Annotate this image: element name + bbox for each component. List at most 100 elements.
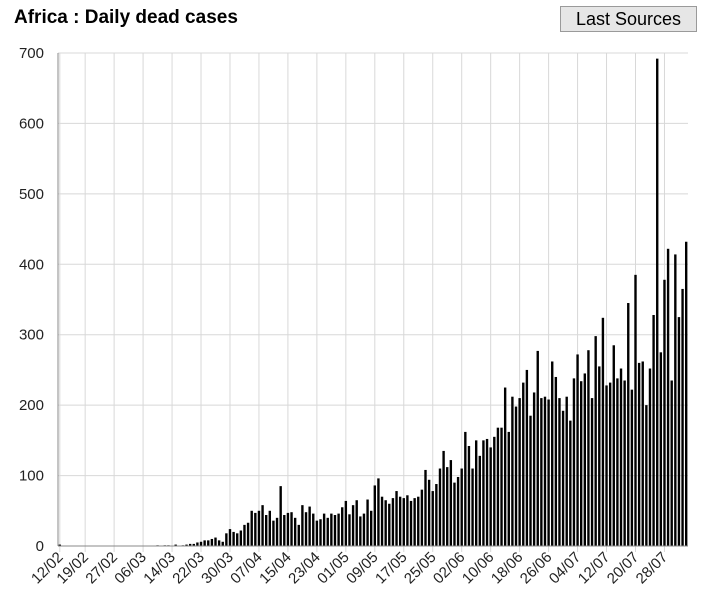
x-tick-label: 14/03 <box>140 549 179 588</box>
bar <box>250 510 253 546</box>
bar <box>217 540 221 546</box>
x-axis: 12/0219/0227/0206/0314/0322/0330/0307/04… <box>28 545 688 588</box>
bar <box>207 540 210 546</box>
bar <box>594 336 597 546</box>
bar <box>351 505 355 546</box>
bar <box>431 491 434 546</box>
bar <box>380 496 384 546</box>
bar <box>435 484 438 546</box>
bar <box>417 496 420 546</box>
x-tick-label: 17/05 <box>372 549 411 588</box>
x-tick-label: 06/03 <box>111 549 150 588</box>
x-tick-label: 23/04 <box>285 549 324 588</box>
y-tick-label: 500 <box>19 186 44 203</box>
bar <box>641 361 644 546</box>
bar <box>333 515 337 546</box>
bar <box>199 541 203 546</box>
bar <box>438 468 442 546</box>
x-tick-label: 30/03 <box>198 549 237 588</box>
bar <box>174 544 177 546</box>
y-axis: 0 100 200 300 400 500 600 700 <box>19 45 59 555</box>
x-tick-label: 20/07 <box>604 549 643 588</box>
bar <box>518 398 521 546</box>
x-tick-label: 18/06 <box>488 549 527 588</box>
bar <box>196 542 199 546</box>
bar <box>587 350 590 546</box>
bar <box>312 513 315 546</box>
bar <box>409 500 413 546</box>
bar <box>565 396 568 546</box>
x-tick-label: 15/04 <box>256 549 295 588</box>
bar <box>619 368 623 546</box>
bar <box>456 476 460 546</box>
y-tick-label: 700 <box>19 45 44 62</box>
x-tick-label: 10/06 <box>459 549 498 588</box>
y-tick-label: 200 <box>19 397 44 414</box>
bar <box>185 544 188 546</box>
bar <box>264 515 268 546</box>
bar <box>681 288 684 546</box>
bar <box>344 500 348 546</box>
bar <box>616 378 619 546</box>
chart-title: Africa : Daily dead cases <box>14 7 238 28</box>
bar <box>460 468 463 546</box>
bar <box>540 398 543 546</box>
bar <box>275 517 279 546</box>
bar <box>424 469 427 546</box>
bar <box>373 485 377 546</box>
bar-series <box>58 58 688 547</box>
bar <box>474 440 478 546</box>
bar <box>503 387 507 546</box>
bar <box>221 541 224 546</box>
y-tick-label: 300 <box>19 327 44 344</box>
bar <box>572 378 576 546</box>
x-tick-label: 12/07 <box>575 549 614 588</box>
bar <box>377 478 380 546</box>
x-tick-label: 28/07 <box>633 549 672 588</box>
bar <box>427 479 431 546</box>
bar <box>243 524 246 546</box>
bar <box>478 455 482 546</box>
bar <box>627 303 630 546</box>
bar <box>590 398 594 546</box>
bar <box>348 514 351 546</box>
bar <box>482 440 485 546</box>
bar <box>297 524 300 546</box>
bar <box>384 500 387 546</box>
bar <box>232 531 235 546</box>
bar <box>670 380 673 546</box>
bar <box>558 398 561 546</box>
bar <box>341 507 344 546</box>
bar <box>511 396 514 546</box>
bar <box>684 241 688 546</box>
bar <box>359 516 362 546</box>
bar <box>630 389 634 546</box>
x-tick-label: 27/02 <box>82 549 121 588</box>
bar <box>612 345 615 546</box>
bar <box>188 543 192 546</box>
bar <box>605 385 608 546</box>
bar <box>496 427 500 546</box>
bar <box>576 354 579 546</box>
bar <box>561 410 565 546</box>
bar <box>319 519 322 546</box>
last-sources-button[interactable]: Last Sources <box>560 6 697 32</box>
bar <box>326 517 329 546</box>
bar <box>293 517 297 546</box>
bar <box>623 380 626 546</box>
bar <box>304 512 308 546</box>
bar <box>261 505 264 546</box>
bar <box>536 350 539 546</box>
bar <box>634 274 637 546</box>
bar <box>652 314 655 546</box>
bar <box>547 399 550 546</box>
bar <box>663 279 666 546</box>
bar <box>402 498 405 546</box>
bar <box>395 491 398 546</box>
bar <box>446 467 449 546</box>
bar <box>290 512 293 546</box>
bar <box>398 496 402 546</box>
x-tick-label: 02/06 <box>430 549 469 588</box>
bar <box>236 533 239 546</box>
bar <box>58 544 62 546</box>
